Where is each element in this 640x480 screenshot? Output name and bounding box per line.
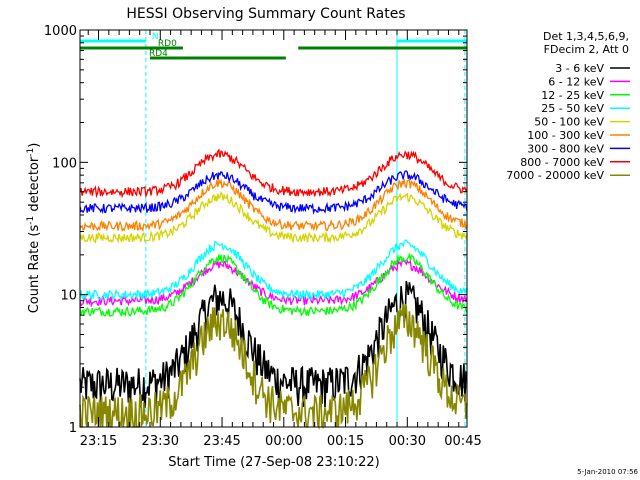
plot-area <box>79 30 468 431</box>
legend-label-1: 3 - 6 keV <box>555 62 604 75</box>
x-tick-label-5: 00:15 <box>327 434 364 449</box>
y-label-mid: detector <box>27 156 42 216</box>
flag-label-rd4: RD4 <box>149 49 168 59</box>
y-tick-label-3: 100 <box>52 156 77 171</box>
y-label-sup2: -1 <box>26 148 36 157</box>
y-tick-label-2: 10 <box>60 289 77 304</box>
legend-label-6: 100 - 300 keV <box>527 129 604 142</box>
legend-label-3: 12 - 25 keV <box>541 89 604 102</box>
footer-timestamp: 5-Jan-2010 07:56 <box>577 468 638 476</box>
y-axis-label: Count Rate (s-1 detector-1) <box>26 143 42 314</box>
series-line-6 <box>79 177 468 233</box>
x-tick-label-3: 23:45 <box>203 434 240 449</box>
legend-label-8: 800 - 7000 keV <box>520 156 604 169</box>
legend-label-5: 50 - 100 keV <box>534 116 604 129</box>
legend-label-4: 25 - 50 keV <box>541 102 604 115</box>
y-label-suffix: ) <box>27 143 42 148</box>
y-axis: 1 10 100 1000 <box>44 24 467 436</box>
series-line-8 <box>79 148 468 199</box>
x-tick-label-4: 00:00 <box>265 434 302 449</box>
series-line-3 <box>79 252 468 318</box>
series-line-5 <box>79 190 468 245</box>
y-label-prefix: Count Rate (s <box>27 225 42 314</box>
x-tick-label-2: 23:30 <box>142 434 179 449</box>
legend-header-line-1: Det 1,3,4,5,6,9, <box>543 30 629 43</box>
flag-label-rd0: RD0 <box>158 39 177 49</box>
y-label-sup1: -1 <box>26 216 36 225</box>
legend-label-7: 300 - 800 keV <box>527 142 604 155</box>
x-axis: 23:15 23:30 23:45 00:00 00:15 00:30 00:45 <box>80 30 482 449</box>
legend: Det 1,3,4,5,6,9, FDecim 2, Att 0 3 - 6 k… <box>506 30 630 182</box>
y-tick-label-4: 1000 <box>44 24 77 39</box>
legend-label-9: 7000 - 20000 keV <box>506 169 604 182</box>
series-line-1 <box>79 280 468 408</box>
series-line-7 <box>79 170 468 215</box>
series-line-9 <box>79 303 468 431</box>
x-tick-label-1: 23:15 <box>80 434 117 449</box>
x-axis-label: Start Time (27-Sep-08 23:10:22) <box>168 455 379 470</box>
x-tick-label-6: 00:30 <box>389 434 426 449</box>
y-tick-label-1: 1 <box>69 421 77 436</box>
flag-label-n: N <box>152 32 159 42</box>
x-tick-label-7: 00:45 <box>444 434 481 449</box>
series-line-4 <box>79 239 468 302</box>
legend-label-2: 6 - 12 keV <box>548 75 604 88</box>
legend-header-line-2: FDecim 2, Att 0 <box>544 43 629 56</box>
chart-title: HESSI Observing Summary Count Rates <box>126 6 405 22</box>
